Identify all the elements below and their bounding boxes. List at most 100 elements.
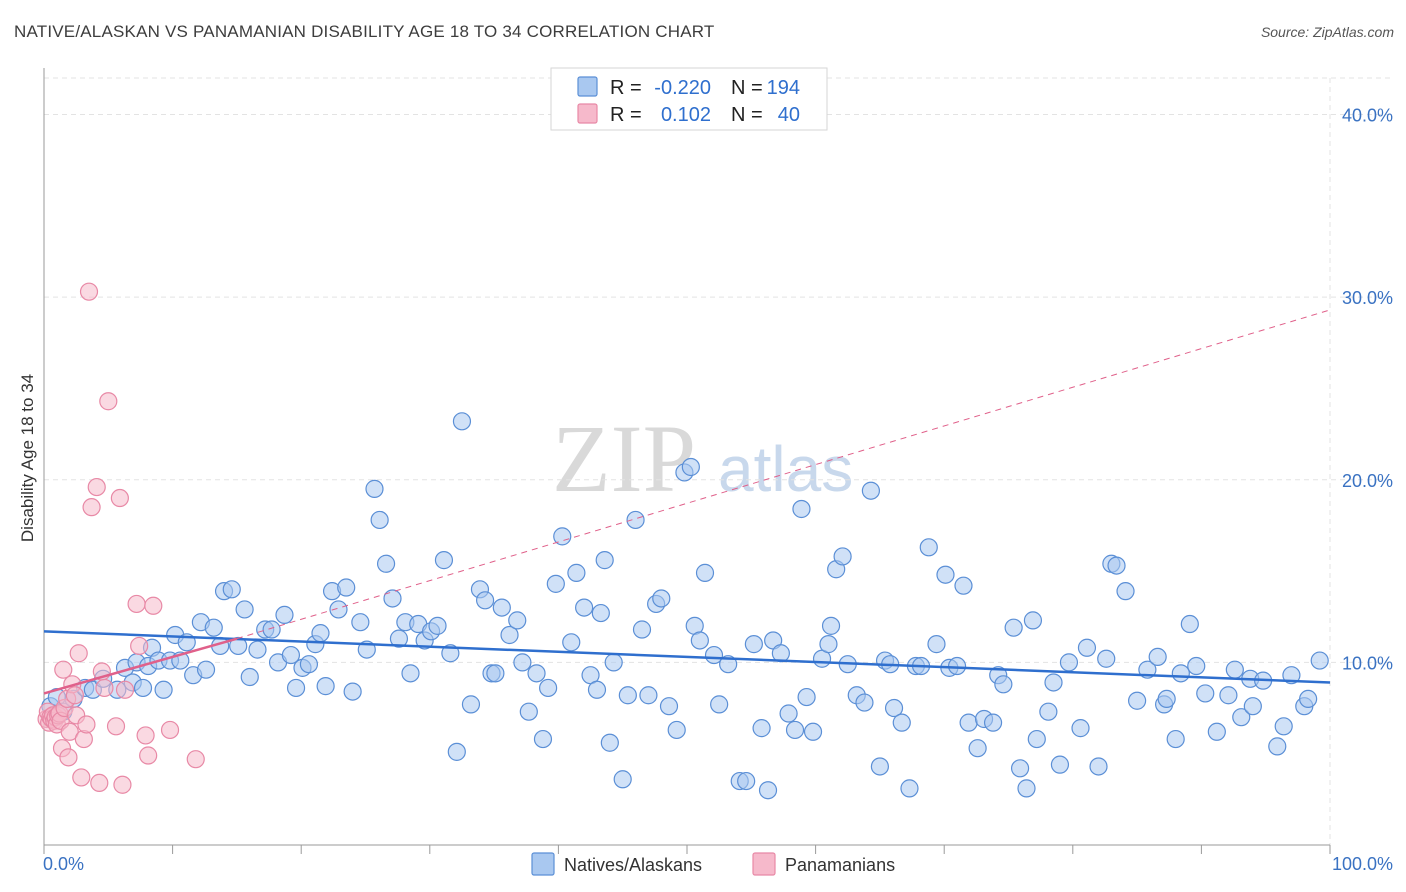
natives-alaskans-point-138 [954, 576, 973, 595]
legend-r-value-panamanians: 0.102 [661, 104, 711, 126]
natives-alaskans-point-153 [1059, 653, 1079, 672]
natives-alaskans-point-149 [1027, 729, 1046, 749]
natives-alaskans-point-144 [994, 675, 1013, 694]
natives-alaskans-point-26 [222, 580, 241, 599]
natives-alaskans-point-75 [539, 678, 558, 698]
panamanians-point-33 [110, 488, 129, 508]
panamanians-point-25 [79, 282, 99, 301]
natives-alaskans-point-61 [447, 742, 466, 761]
natives-alaskans-point-114 [797, 687, 816, 707]
natives-alaskans-point-107 [752, 719, 771, 738]
natives-alaskans-point-169 [1187, 656, 1206, 676]
panamanians-trend-line-extrapolated [236, 309, 1331, 640]
natives-alaskans-point-87 [613, 770, 632, 789]
natives-alaskans-point-76 [546, 574, 565, 593]
natives-alaskans-point-108 [758, 781, 778, 800]
panamanians-point-21 [69, 644, 88, 663]
natives-alaskans-point-99 [690, 631, 709, 650]
chart-title: NATIVE/ALASKAN VS PANAMANIAN DISABILITY … [14, 22, 715, 41]
gridlines [44, 77, 1393, 845]
natives-alaskans-point-58 [428, 616, 447, 635]
natives-alaskans-point-30 [248, 640, 267, 659]
natives-alaskans-point-148 [1023, 611, 1043, 630]
natives-alaskans-point-142 [983, 713, 1003, 732]
natives-alaskans-point-168 [1180, 614, 1199, 634]
series-legend-label-natives: Natives/Alaskans [564, 855, 702, 875]
natives-alaskans-point-71 [513, 653, 532, 672]
panamanians-points [37, 282, 205, 794]
panamanians-point-41 [160, 720, 180, 740]
natives-alaskans-point-40 [311, 624, 330, 643]
x-tick-label-0: 0.0% [43, 854, 84, 874]
legend-r-value-natives: -0.220 [654, 77, 711, 99]
panamanians-point-39 [139, 746, 158, 765]
natives-alaskans-point-140 [968, 739, 987, 758]
natives-alaskans-point-97 [681, 457, 700, 477]
natives-alaskans-point-52 [389, 629, 409, 648]
natives-alaskans-point-41 [316, 677, 335, 696]
natives-alaskans-point-63 [461, 695, 481, 714]
legend-swatch-panamanians [577, 103, 598, 124]
natives-alaskans-point-105 [737, 771, 756, 791]
natives-alaskans-point-100 [695, 563, 715, 582]
natives-alaskans-point-70 [508, 611, 527, 630]
natives-alaskans-point-145 [1004, 618, 1023, 637]
natives-alaskans-point-161 [1127, 691, 1147, 710]
x-axis-ticks [43, 845, 1331, 854]
natives-alaskans-point-182 [1299, 689, 1318, 709]
natives-alaskans-point-45 [343, 682, 362, 701]
legend-n-value-natives: 194 [767, 77, 800, 99]
natives-alaskans-point-115 [803, 722, 823, 741]
natives-alaskans-point-95 [667, 720, 686, 740]
natives-alaskans-point-46 [351, 613, 370, 632]
natives-alaskans-point-171 [1207, 722, 1226, 741]
natives-alaskans-point-154 [1071, 719, 1090, 738]
natives-alaskans-point-29 [240, 667, 259, 687]
source-credit: Source: ZipAtlas.com [1260, 24, 1394, 40]
series-legend: Natives/Alaskans Panamanians [531, 852, 895, 876]
natives-alaskans-point-84 [595, 551, 614, 570]
natives-alaskans-point-165 [1157, 689, 1176, 709]
natives-alaskans-point-74 [533, 729, 553, 749]
natives-alaskans-point-72 [519, 702, 538, 721]
natives-alaskans-point-147 [1017, 779, 1036, 798]
natives-alaskans-point-83 [591, 603, 610, 623]
legend-r-label-natives: R = [610, 77, 642, 99]
natives-alaskans-point-28 [235, 600, 254, 619]
natives-alaskans-point-120 [833, 547, 852, 566]
panamanians-point-40 [144, 596, 163, 615]
natives-alaskans-point-170 [1196, 684, 1215, 703]
natives-alaskans-point-78 [562, 633, 581, 652]
natives-alaskans-point-94 [659, 697, 679, 716]
natives-alaskans-point-160 [1116, 582, 1135, 601]
panamanians-point-34 [113, 775, 132, 794]
natives-alaskans-point-44 [337, 578, 356, 597]
natives-alaskans-point-32 [262, 620, 281, 639]
natives-alaskans-point-178 [1268, 737, 1287, 756]
natives-alaskans-point-23 [204, 618, 223, 637]
natives-alaskans-point-125 [870, 757, 890, 776]
natives-alaskans-point-155 [1077, 638, 1097, 657]
natives-alaskans-point-112 [785, 720, 805, 740]
natives-alaskans-point-130 [900, 779, 919, 798]
natives-alaskans-point-166 [1166, 729, 1185, 749]
panamanians-point-22 [72, 768, 91, 787]
natives-alaskans-point-102 [710, 695, 729, 714]
natives-alaskans-point-11 [133, 678, 153, 698]
legend-n-value-panamanians: 40 [778, 104, 800, 126]
panamanians-point-37 [130, 636, 149, 656]
natives-alaskans-point-156 [1089, 757, 1108, 776]
natives-alaskans-point-128 [884, 698, 904, 718]
natives-alaskans-point-73 [527, 664, 546, 683]
natives-alaskans-point-133 [919, 538, 938, 557]
natives-alaskans-point-85 [600, 733, 619, 752]
natives-alaskans-point-50 [376, 554, 396, 573]
y-tick-label-30: 30.0% [1342, 288, 1393, 308]
panamanians-point-19 [65, 686, 84, 705]
natives-alaskans-point-68 [492, 598, 511, 617]
panamanians-point-38 [136, 726, 155, 745]
natives-alaskans-point-117 [819, 635, 838, 654]
panamanians-point-36 [127, 594, 146, 614]
natives-alaskans-point-180 [1282, 666, 1301, 685]
natives-alaskans-point-91 [639, 686, 658, 705]
